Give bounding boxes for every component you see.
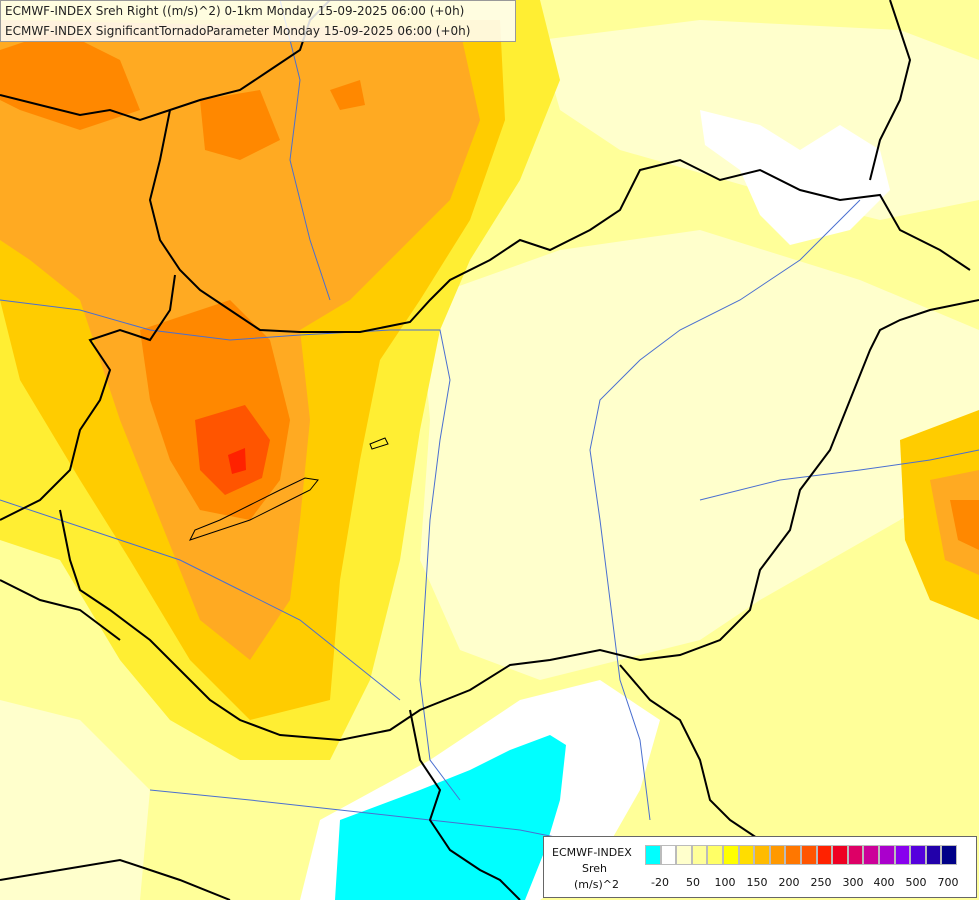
river-west (0, 499, 401, 701)
legend-swatch (691, 845, 708, 865)
dark-orange-area-north (0, 30, 365, 160)
legend-tick-label: 150 (746, 876, 768, 889)
legend-swatch (707, 845, 723, 865)
border-hungary-west (0, 274, 176, 521)
river-east (699, 449, 979, 501)
legend-tick-label: 250 (810, 876, 832, 889)
border-north (0, 0, 331, 122)
legend-tick-label: 400 (873, 876, 895, 889)
red-core (228, 448, 246, 474)
dark-orange-area-east (950, 500, 979, 550)
legend-swatch (894, 845, 911, 865)
legend-swatch (738, 845, 755, 865)
white-area-northeast (700, 110, 890, 245)
title-line-2: ECMWF-INDEX SignificantTornadoParameter … (5, 24, 471, 38)
legend-swatch (785, 845, 801, 865)
border-serbia (619, 664, 761, 841)
river-tisza (589, 199, 861, 821)
border-east (869, 0, 912, 181)
border-far-south (0, 858, 231, 900)
legend-swatch (925, 845, 942, 865)
border-central (148, 109, 971, 333)
legend-tick-label: 700 (937, 876, 959, 889)
legend-swatch (800, 845, 817, 865)
legend-swatch (878, 845, 895, 865)
legend-swatch (910, 845, 926, 865)
legend-swatch (847, 845, 864, 865)
legend-swatch (660, 845, 677, 865)
legend-tick-label: 300 (842, 876, 864, 889)
lake-small (369, 437, 389, 450)
legend-swatch (816, 845, 833, 865)
title-box: ECMWF-INDEX Sreh Right ((m/s)^2) 0-1km M… (0, 0, 516, 42)
legend-tick-label: 500 (905, 876, 927, 889)
legend-swatch (676, 845, 692, 865)
lakes (189, 437, 389, 541)
low-value-area (420, 230, 979, 680)
legend-swatch (722, 845, 739, 865)
legend-variable: Sreh (582, 862, 608, 875)
border-southwest (0, 579, 121, 641)
title-line-1: ECMWF-INDEX Sreh Right ((m/s)^2) 0-1km M… (5, 4, 465, 18)
legend-swatches (645, 845, 957, 865)
low-value-area-southwest (0, 700, 150, 900)
legend-swatch (832, 845, 848, 865)
border-south-lower (409, 709, 521, 900)
river-danube (0, 299, 461, 801)
legend-unit: (m/s)^2 (574, 878, 619, 891)
legend-source: ECMWF-INDEX (552, 846, 632, 859)
legend-swatch (754, 845, 770, 865)
lake-balaton (189, 477, 319, 541)
border-hungary-south (59, 299, 979, 742)
legend-tick-label: 50 (686, 876, 700, 889)
legend-tick-label: 100 (714, 876, 736, 889)
legend-swatch (863, 845, 879, 865)
red-orange-core (195, 405, 270, 495)
color-legend: ECMWF-INDEX Sreh (m/s)^2 -20 50 100 150 200 2… (543, 836, 977, 898)
legend-tick-label: -20 (651, 876, 669, 889)
legend-swatch (645, 845, 661, 865)
legend-tick-label: 200 (778, 876, 800, 889)
cyan-area (335, 735, 566, 900)
legend-swatch (769, 845, 786, 865)
legend-swatch (941, 845, 957, 865)
